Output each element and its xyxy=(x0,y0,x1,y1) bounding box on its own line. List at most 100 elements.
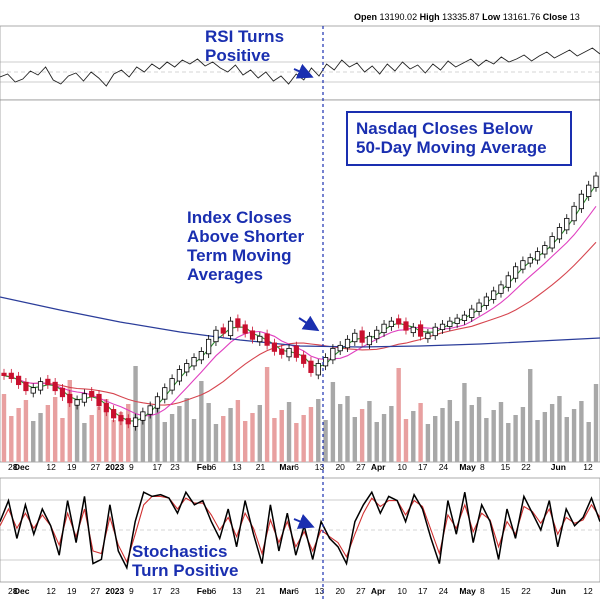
candle-body xyxy=(140,411,146,421)
volume-bar xyxy=(235,400,241,462)
volume-bar xyxy=(286,402,292,462)
candle-body xyxy=(461,314,468,321)
volume-bar xyxy=(535,420,540,462)
volume-bar xyxy=(484,418,489,462)
volume-bar xyxy=(45,405,51,462)
x-tick-label: 23 xyxy=(170,462,180,472)
candle-body xyxy=(37,381,44,391)
candle-body xyxy=(366,335,373,346)
x-tick-label: 21 xyxy=(256,462,266,472)
volume-bar xyxy=(242,421,248,462)
volume-bar xyxy=(411,411,416,462)
candle-body xyxy=(396,318,402,325)
candle-body xyxy=(315,363,321,376)
volume-bar xyxy=(513,415,518,462)
volume-bar xyxy=(228,408,233,462)
rsi-panel xyxy=(0,25,600,101)
stoch-x-tick-label: Dec xyxy=(14,586,30,596)
candle-body xyxy=(213,329,219,343)
volume-bar xyxy=(491,410,496,462)
volume-bar xyxy=(140,417,146,462)
candle-body xyxy=(330,347,336,361)
stoch-x-tick-label: 21 xyxy=(256,586,266,596)
stoch-x-tick-label: 2023 xyxy=(105,586,124,596)
candle-body xyxy=(45,378,51,386)
close-label: Close xyxy=(542,12,568,22)
candle-body xyxy=(191,357,197,367)
x-tick-label: Mar xyxy=(279,462,295,472)
annotation-rsi: RSI Turns Positive xyxy=(205,27,284,65)
annotation-stochastics-line-2: Turn Positive xyxy=(132,561,239,581)
volume-bar xyxy=(571,409,577,462)
close-value: 13 xyxy=(569,12,580,22)
stoch-x-tick-label: 23 xyxy=(170,586,180,596)
volume-bar xyxy=(169,414,175,462)
open-value: 13190.02 xyxy=(379,12,418,22)
stoch-x-tick-label: 17 xyxy=(418,586,428,596)
volume-bar xyxy=(345,396,350,462)
candle-body xyxy=(578,193,584,210)
candle-body xyxy=(454,317,460,324)
annotation-rsi-line-2: Positive xyxy=(205,46,271,66)
x-tick-label: May xyxy=(459,462,476,472)
volume-bar xyxy=(147,409,153,462)
stoch-x-tick-label: 9 xyxy=(129,586,134,596)
stoch-x-tick-label: 22 xyxy=(521,586,531,596)
volume-bar xyxy=(23,400,29,462)
candle-body xyxy=(132,417,139,427)
volume-bar xyxy=(586,422,591,462)
candle-body xyxy=(381,323,387,334)
candle-body xyxy=(16,375,22,386)
volume-bar xyxy=(89,415,94,462)
stoch-x-tick-label: 24 xyxy=(439,586,449,596)
candle-body xyxy=(242,324,248,334)
volume-bar xyxy=(367,401,372,462)
stoch-x-tick-label: 20 xyxy=(335,586,345,596)
candle-body xyxy=(308,360,314,373)
x-tick-label: 28 xyxy=(8,462,18,472)
candle-body xyxy=(8,372,14,380)
candle-body xyxy=(118,415,124,422)
stoch-x-tick-label: 12 xyxy=(46,586,56,596)
candle-body xyxy=(491,290,497,300)
candle-body xyxy=(293,345,299,358)
volume-bar xyxy=(462,383,467,462)
annotation-index-line-3: Term Moving xyxy=(187,246,292,266)
ohlc-readout: Open 13190.02 High 13335.87 Low 13161.76… xyxy=(354,12,580,22)
candle-body xyxy=(534,251,541,261)
x-tick-label: 12 xyxy=(46,462,56,472)
volume-bar xyxy=(308,407,314,462)
volume-bar xyxy=(389,406,394,462)
volume-bar xyxy=(199,381,204,462)
volume-bar xyxy=(433,416,438,462)
candle-body xyxy=(556,227,563,240)
volume-bar xyxy=(1,394,7,462)
stoch-x-tick-label: 28 xyxy=(8,586,18,596)
candle-body xyxy=(81,393,87,403)
candle-body xyxy=(564,217,570,231)
volume-bar xyxy=(542,412,548,462)
volume-bar xyxy=(418,403,423,462)
volume-bar xyxy=(67,380,72,462)
volume-bar xyxy=(31,421,36,462)
candle-body xyxy=(227,320,234,337)
volume-bar xyxy=(337,404,343,462)
volume-bar xyxy=(294,423,299,462)
candle-body xyxy=(513,266,519,279)
candle-body xyxy=(30,387,36,394)
annotation-nasdaq-line-2: 50-Day Moving Average xyxy=(356,138,547,158)
volume-bar xyxy=(359,409,365,462)
volume-bar xyxy=(155,401,160,462)
x-tick-label: 13 xyxy=(232,462,242,472)
volume-bar xyxy=(279,410,284,462)
stoch-x-tick-label: Apr xyxy=(371,586,386,596)
rsi-arrow-icon xyxy=(293,63,314,79)
candle-body xyxy=(542,245,548,255)
candle-body xyxy=(184,363,190,373)
annotation-nasdaq-line-1: Nasdaq Closes Below xyxy=(356,119,533,138)
candle-body xyxy=(154,396,161,409)
candle-body xyxy=(67,393,73,404)
candle-body xyxy=(235,318,241,328)
volume-bar xyxy=(528,369,533,462)
